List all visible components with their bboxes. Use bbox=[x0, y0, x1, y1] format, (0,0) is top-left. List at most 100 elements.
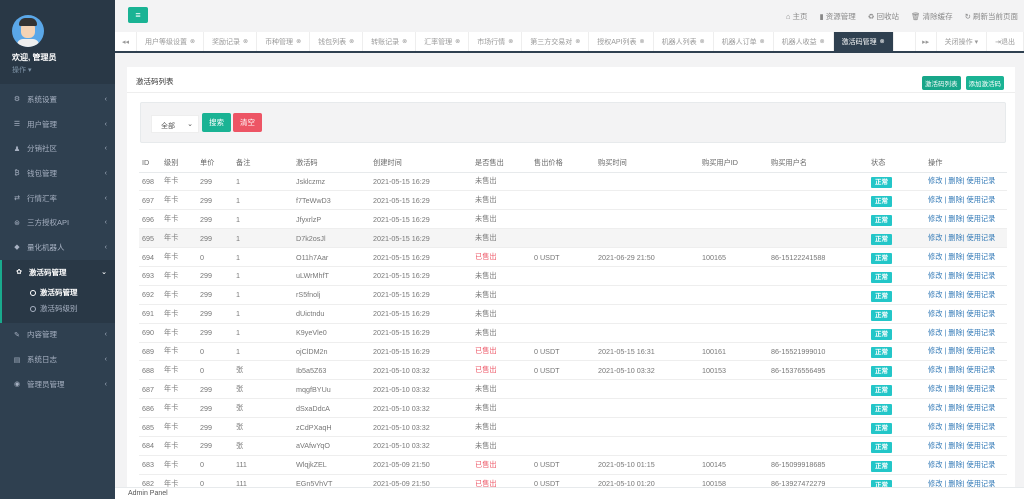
close-tab-icon[interactable]: ⊗ bbox=[508, 39, 514, 45]
top-link-0[interactable]: ⌂ 主页 bbox=[786, 11, 808, 22]
delete-link[interactable]: 删除 bbox=[948, 214, 963, 224]
edit-link[interactable]: 修改 bbox=[928, 440, 943, 450]
clear-button[interactable]: 清空 bbox=[233, 113, 262, 132]
tab-3[interactable]: 钱包列表 ⊗ bbox=[310, 32, 364, 51]
tab-6[interactable]: 市场行情 ⊗ bbox=[469, 32, 523, 51]
submenu-item-0[interactable]: 激活码管理 bbox=[2, 285, 115, 301]
close-tab-icon[interactable]: ⊗ bbox=[699, 39, 705, 45]
edit-link[interactable]: 修改 bbox=[928, 176, 943, 186]
filter-select[interactable]: 全部 ⌄ bbox=[151, 115, 199, 133]
tab-2[interactable]: 币种管理 ⊗ bbox=[257, 32, 311, 51]
sidebar-item-2[interactable]: ♟ 分销社区 ‹ bbox=[0, 136, 115, 161]
delete-link[interactable]: 删除 bbox=[948, 459, 963, 469]
usage-log-link[interactable]: 使用记录 bbox=[966, 346, 996, 356]
delete-link[interactable]: 删除 bbox=[948, 176, 963, 186]
edit-link[interactable]: 修改 bbox=[928, 214, 943, 224]
close-tab-icon[interactable]: ⊗ bbox=[575, 39, 581, 45]
usage-log-link[interactable]: 使用记录 bbox=[966, 403, 996, 413]
edit-link[interactable]: 修改 bbox=[928, 308, 943, 318]
close-tab-icon[interactable]: ⊗ bbox=[455, 39, 461, 45]
delete-link[interactable]: 删除 bbox=[948, 422, 963, 432]
sidebar-item-6[interactable]: ◆ 量化机器人 ‹ bbox=[0, 235, 115, 260]
delete-link[interactable]: 删除 bbox=[948, 365, 963, 375]
close-tab-icon[interactable]: ⊗ bbox=[759, 39, 765, 45]
sidebar-item-5[interactable]: ⊛ 三方授权API ‹ bbox=[0, 210, 115, 235]
tab-0[interactable]: 用户等级设置 ⊗ bbox=[137, 32, 205, 51]
usage-log-link[interactable]: 使用记录 bbox=[966, 176, 996, 186]
edit-link[interactable]: 修改 bbox=[928, 233, 943, 243]
tab-1[interactable]: 奖励记录 ⊗ bbox=[204, 32, 258, 51]
usage-log-link[interactable]: 使用记录 bbox=[966, 440, 996, 450]
top-link-2[interactable]: ♻ 回收站 bbox=[868, 11, 899, 22]
delete-link[interactable]: 删除 bbox=[948, 346, 963, 356]
tab-9[interactable]: 机器人列表 ⊗ bbox=[654, 32, 714, 51]
sidebar-item-3[interactable]: ₿ 钱包管理 ‹ bbox=[0, 161, 115, 186]
close-tab-icon[interactable]: ⊗ bbox=[879, 39, 885, 45]
tab-7[interactable]: 第三方交易对 ⊗ bbox=[522, 32, 590, 51]
tab-11[interactable]: 机器人收益 ⊗ bbox=[774, 32, 834, 51]
sidebar-item-8[interactable]: ✎ 内容管理 ‹ bbox=[0, 323, 115, 348]
close-tab-icon[interactable]: ⊗ bbox=[243, 39, 249, 45]
edit-link[interactable]: 修改 bbox=[928, 195, 943, 205]
logout-button[interactable]: ⇥ 退出 bbox=[987, 32, 1024, 51]
tab-prev-button[interactable]: ◂◂ bbox=[115, 32, 137, 51]
submenu-item-1[interactable]: 激活码级别 bbox=[2, 301, 115, 317]
avatar[interactable] bbox=[12, 15, 44, 47]
usage-log-link[interactable]: 使用记录 bbox=[966, 478, 996, 488]
delete-link[interactable]: 删除 bbox=[948, 403, 963, 413]
delete-link[interactable]: 删除 bbox=[948, 440, 963, 450]
delete-link[interactable]: 删除 bbox=[948, 195, 963, 205]
sidebar-item-10[interactable]: ◉ 管理员管理 ‹ bbox=[0, 372, 115, 397]
top-link-1[interactable]: ▮ 资源管理 bbox=[819, 11, 855, 22]
search-button[interactable]: 搜索 bbox=[202, 113, 231, 132]
tab-10[interactable]: 机器人订单 ⊗ bbox=[714, 32, 774, 51]
usage-log-link[interactable]: 使用记录 bbox=[966, 252, 996, 261]
usage-log-link[interactable]: 使用记录 bbox=[966, 214, 996, 224]
sidebar-item-0[interactable]: ⚙ 系统设置 ‹ bbox=[0, 87, 115, 112]
menu-toggle-button[interactable]: ≡ bbox=[128, 7, 148, 23]
edit-link[interactable]: 修改 bbox=[928, 327, 943, 337]
edit-link[interactable]: 修改 bbox=[928, 252, 943, 261]
edit-link[interactable]: 修改 bbox=[928, 270, 943, 280]
edit-link[interactable]: 修改 bbox=[928, 384, 943, 394]
tab-8[interactable]: 授权API列表 ⊗ bbox=[589, 32, 654, 51]
sidebar-item-1[interactable]: ☰ 用户管理 ‹ bbox=[0, 112, 115, 137]
edit-link[interactable]: 修改 bbox=[928, 459, 943, 469]
close-tab-icon[interactable]: ⊗ bbox=[819, 39, 825, 45]
usage-log-link[interactable]: 使用记录 bbox=[966, 327, 996, 337]
tab-4[interactable]: 转账记录 ⊗ bbox=[363, 32, 417, 51]
usage-log-link[interactable]: 使用记录 bbox=[966, 384, 996, 394]
delete-link[interactable]: 删除 bbox=[948, 478, 963, 488]
code-list-button[interactable]: 激活码列表 bbox=[922, 76, 961, 90]
top-link-3[interactable]: 🗑 清除缓存 bbox=[911, 11, 953, 22]
delete-link[interactable]: 删除 bbox=[948, 308, 963, 318]
close-tab-icon[interactable]: ⊗ bbox=[296, 39, 302, 45]
close-tab-icon[interactable]: ⊗ bbox=[639, 39, 645, 45]
usage-log-link[interactable]: 使用记录 bbox=[966, 308, 996, 318]
sidebar-item-4[interactable]: ⇄ 行情汇率 ‹ bbox=[0, 186, 115, 211]
edit-link[interactable]: 修改 bbox=[928, 365, 943, 375]
edit-link[interactable]: 修改 bbox=[928, 478, 943, 488]
usage-log-link[interactable]: 使用记录 bbox=[966, 459, 996, 469]
close-tab-icon[interactable]: ⊗ bbox=[349, 39, 355, 45]
usage-log-link[interactable]: 使用记录 bbox=[966, 270, 996, 280]
tab-12[interactable]: 激活码管理 ⊗ bbox=[833, 32, 894, 51]
tab-5[interactable]: 汇率管理 ⊗ bbox=[416, 32, 470, 51]
add-code-button[interactable]: 添加激活码 bbox=[965, 76, 1004, 90]
close-operations-dropdown[interactable]: 关闭操作 ▾ bbox=[937, 32, 988, 51]
edit-link[interactable]: 修改 bbox=[928, 289, 943, 299]
top-link-4[interactable]: ↻ 刷新当前页面 bbox=[965, 11, 1018, 22]
usage-log-link[interactable]: 使用记录 bbox=[966, 365, 996, 375]
delete-link[interactable]: 删除 bbox=[948, 384, 963, 394]
edit-link[interactable]: 修改 bbox=[928, 422, 943, 432]
delete-link[interactable]: 删除 bbox=[948, 289, 963, 299]
close-tab-icon[interactable]: ⊗ bbox=[402, 39, 408, 45]
edit-link[interactable]: 修改 bbox=[928, 346, 943, 356]
delete-link[interactable]: 删除 bbox=[948, 270, 963, 280]
delete-link[interactable]: 删除 bbox=[948, 233, 963, 243]
tab-next-button[interactable]: ▸▸ bbox=[914, 32, 937, 51]
delete-link[interactable]: 删除 bbox=[948, 252, 963, 261]
close-tab-icon[interactable]: ⊗ bbox=[190, 39, 196, 45]
delete-link[interactable]: 删除 bbox=[948, 327, 963, 337]
sidebar-item-7[interactable]: ✿ 激活码管理 ⌄ bbox=[0, 259, 115, 285]
